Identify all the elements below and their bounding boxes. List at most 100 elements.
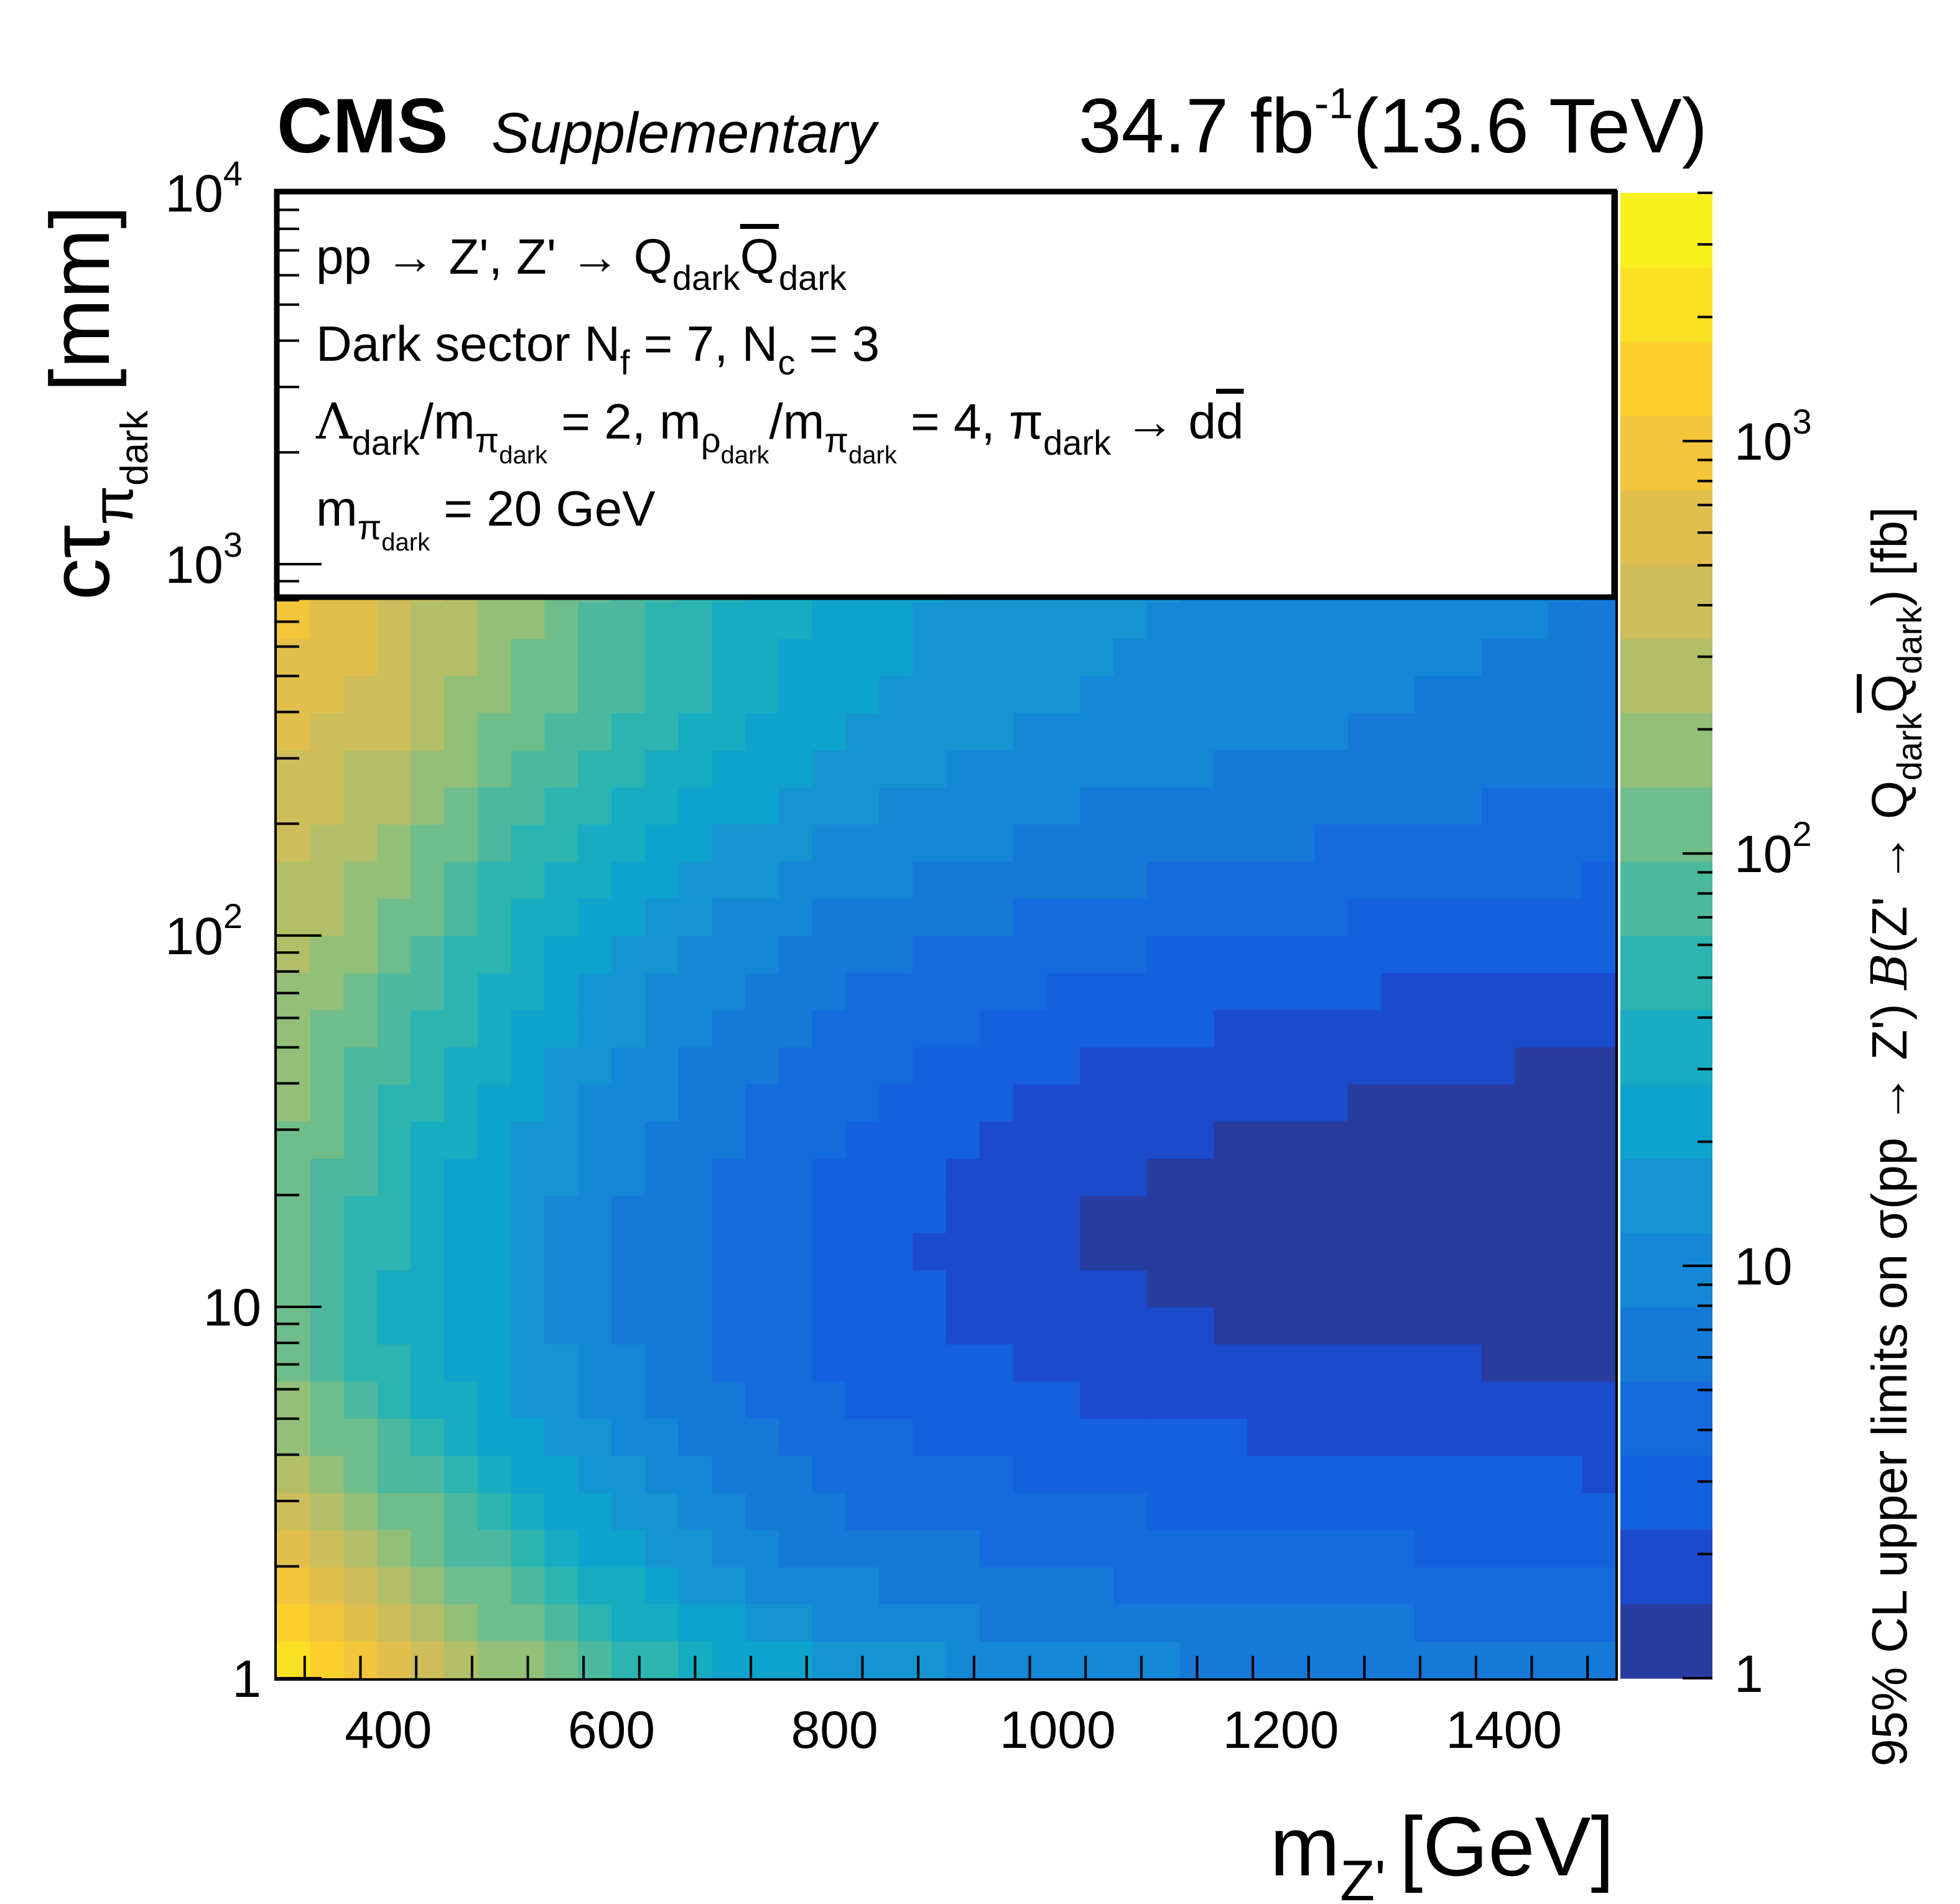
heatmap-cell	[946, 787, 980, 825]
heatmap-cell	[678, 1530, 713, 1567]
heatmap-cell	[1146, 1418, 1181, 1456]
heatmap-cell	[812, 1566, 847, 1605]
heatmap-cell	[1281, 1381, 1315, 1419]
heatmap-cell	[1381, 1344, 1415, 1382]
heatmap-cell	[678, 1047, 713, 1085]
heatmap-cell	[1381, 1195, 1415, 1233]
heatmap-cell	[678, 1604, 713, 1642]
heatmap-cell	[845, 1492, 880, 1530]
heatmap-cell	[712, 1270, 746, 1307]
heatmap-cell	[1548, 1307, 1582, 1345]
heatmap-cell	[1080, 1344, 1114, 1382]
heatmap-cell	[1314, 1010, 1349, 1047]
heatmap-cell	[644, 1270, 679, 1307]
heatmap-cell	[411, 1492, 445, 1530]
heatmap-cell	[879, 824, 913, 862]
heatmap-cell	[511, 787, 546, 825]
heatmap-cell	[644, 824, 679, 862]
heatmap-cell	[1046, 601, 1080, 639]
heatmap-cell	[812, 1084, 847, 1122]
heatmap-cell	[411, 936, 445, 973]
heatmap-cell	[1548, 1158, 1582, 1196]
heatmap-cell	[1013, 1418, 1047, 1456]
heatmap-cell	[277, 1270, 311, 1307]
heatmap-cell	[1247, 1010, 1281, 1047]
heatmap-cell	[411, 1158, 445, 1196]
heatmap-cell	[1180, 1307, 1215, 1345]
colorbar-swatch	[1620, 1010, 1712, 1085]
heatmap-cell	[913, 1492, 947, 1530]
heatmap-cell	[913, 1158, 947, 1196]
heatmap-cell	[377, 1232, 411, 1271]
heatmap-cell	[578, 1455, 612, 1493]
heatmap-cell	[343, 1307, 378, 1345]
heatmap-cell	[845, 1604, 880, 1642]
heatmap-cell	[444, 1307, 478, 1345]
heatmap-cell	[1314, 1084, 1349, 1122]
heatmap-cell	[1515, 824, 1549, 862]
heatmap-cell	[1515, 1344, 1549, 1382]
heatmap-cell	[1347, 1604, 1382, 1642]
heatmap-cell	[1381, 1232, 1415, 1271]
heatmap-cell	[1113, 1344, 1148, 1382]
heatmap-cell	[1347, 824, 1382, 862]
heatmap-cell	[1180, 638, 1215, 676]
heatmap-cell	[745, 1530, 779, 1567]
heatmap-cell	[1013, 601, 1047, 639]
heatmap-cell	[845, 638, 880, 676]
heatmap-cell	[1080, 972, 1114, 1011]
heatmap-cell	[1247, 1270, 1281, 1307]
heatmap-cell	[812, 1492, 847, 1530]
heatmap-cell	[1448, 936, 1482, 973]
heatmap-cell	[1515, 1530, 1549, 1567]
heatmap-cell	[779, 1381, 813, 1419]
heatmap-cell	[1481, 1530, 1516, 1567]
heatmap-cell	[1347, 936, 1382, 973]
heatmap-cell	[1247, 861, 1281, 899]
heatmap-cell	[310, 1641, 345, 1679]
heatmap-cell	[1515, 972, 1549, 1011]
heatmap-cell	[1013, 1566, 1047, 1605]
heatmap-cell	[745, 1418, 779, 1456]
heatmap-cell	[544, 1455, 578, 1493]
heatmap-cell	[946, 1232, 980, 1271]
heatmap-cell	[477, 1641, 512, 1679]
heatmap-cell	[277, 750, 311, 787]
heatmap-cell	[678, 1381, 713, 1419]
heatmap-cell	[1481, 601, 1516, 639]
heatmap-cell	[1481, 1307, 1516, 1345]
heatmap-cell	[678, 750, 713, 787]
heatmap-cell	[511, 898, 546, 936]
heatmap-cell	[644, 1121, 679, 1159]
heatmap-cell	[712, 750, 746, 787]
heatmap-cell	[377, 1641, 411, 1679]
legend-mass-line: mπdark = 20 GeV	[316, 481, 656, 556]
heatmap-cell	[1013, 676, 1047, 713]
heatmap-cell	[745, 601, 779, 639]
heatmap-cell	[879, 1047, 913, 1085]
heatmap-cell	[644, 1047, 679, 1085]
heatmap-cell	[411, 1381, 445, 1419]
heatmap-cell	[444, 824, 478, 862]
heatmap-cell	[611, 712, 646, 751]
heatmap-cell	[1582, 972, 1616, 1011]
heatmap-cell	[1448, 1381, 1482, 1419]
heatmap-cell	[343, 1418, 378, 1456]
heatmap-cell	[611, 1307, 646, 1345]
heatmap-cell	[1247, 1307, 1281, 1345]
heatmap-cell	[1515, 1566, 1549, 1605]
heatmap-cell	[1046, 638, 1080, 676]
heatmap-cell	[511, 750, 546, 787]
heatmap-cell	[745, 676, 779, 713]
heatmap-cell	[1046, 972, 1080, 1011]
heatmap-cell	[1515, 787, 1549, 825]
heatmap-cell	[979, 1232, 1014, 1271]
heatmap-cell	[678, 1344, 713, 1382]
heatmap-cell	[1113, 1232, 1148, 1271]
heatmap-cell	[1414, 1344, 1449, 1382]
heatmap-cell	[1314, 676, 1349, 713]
heatmap-cell	[578, 1566, 612, 1605]
heatmap-cell	[277, 936, 311, 973]
heatmap-cell	[1113, 1270, 1148, 1307]
heatmap-cell	[1146, 1158, 1181, 1196]
